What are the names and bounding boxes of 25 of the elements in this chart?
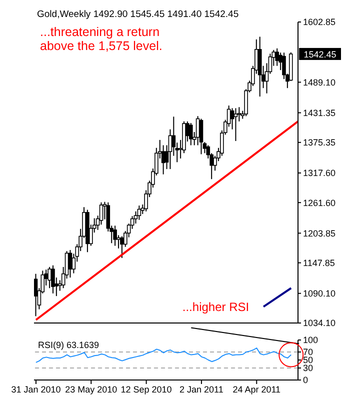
- y-tick-label: 1602.85: [303, 17, 336, 28]
- y-tick-label: 1317.60: [303, 168, 336, 178]
- y-tick-label: 1034.10: [303, 318, 336, 328]
- chart-title: Gold,Weekly 1492.90 1545.45 1491.40 1542.45: [37, 9, 239, 20]
- y-tick-label: 70: [303, 347, 314, 358]
- x-tick-label: 31 Jan 2010: [11, 384, 61, 394]
- y-tick-label: 1147.85: [303, 258, 335, 268]
- annotation: ...higher RSI: [182, 300, 250, 314]
- y-tick-label: 50: [303, 355, 314, 366]
- y-tick-label: 100: [303, 335, 318, 346]
- x-tick-label: 2 Jan 2011: [180, 384, 224, 394]
- y-tick-label: 1261.60: [303, 198, 336, 208]
- y-tick-label: 0: [303, 375, 308, 386]
- y-tick-label: 1203.85: [303, 228, 336, 238]
- x-tick-label: 12 Sep 2010: [120, 384, 172, 394]
- y-tick-label: 1489.10: [303, 77, 336, 88]
- x-tick-label: 23 May 2010: [65, 384, 118, 394]
- y-tick-label: 1375.35: [303, 138, 336, 148]
- annotation: 1542.45: [304, 49, 336, 60]
- y-tick-label: 1090.10: [303, 288, 336, 299]
- x-tick-label: 24 Apr 2011: [232, 384, 281, 394]
- chart-title: RSI(9) 63.1639: [38, 340, 100, 350]
- y-tick-label: 30: [303, 363, 314, 374]
- annotation: ...threatening a return above the 1,575 level.: [40, 25, 164, 53]
- y-tick-label: 1431.35: [303, 108, 336, 118]
